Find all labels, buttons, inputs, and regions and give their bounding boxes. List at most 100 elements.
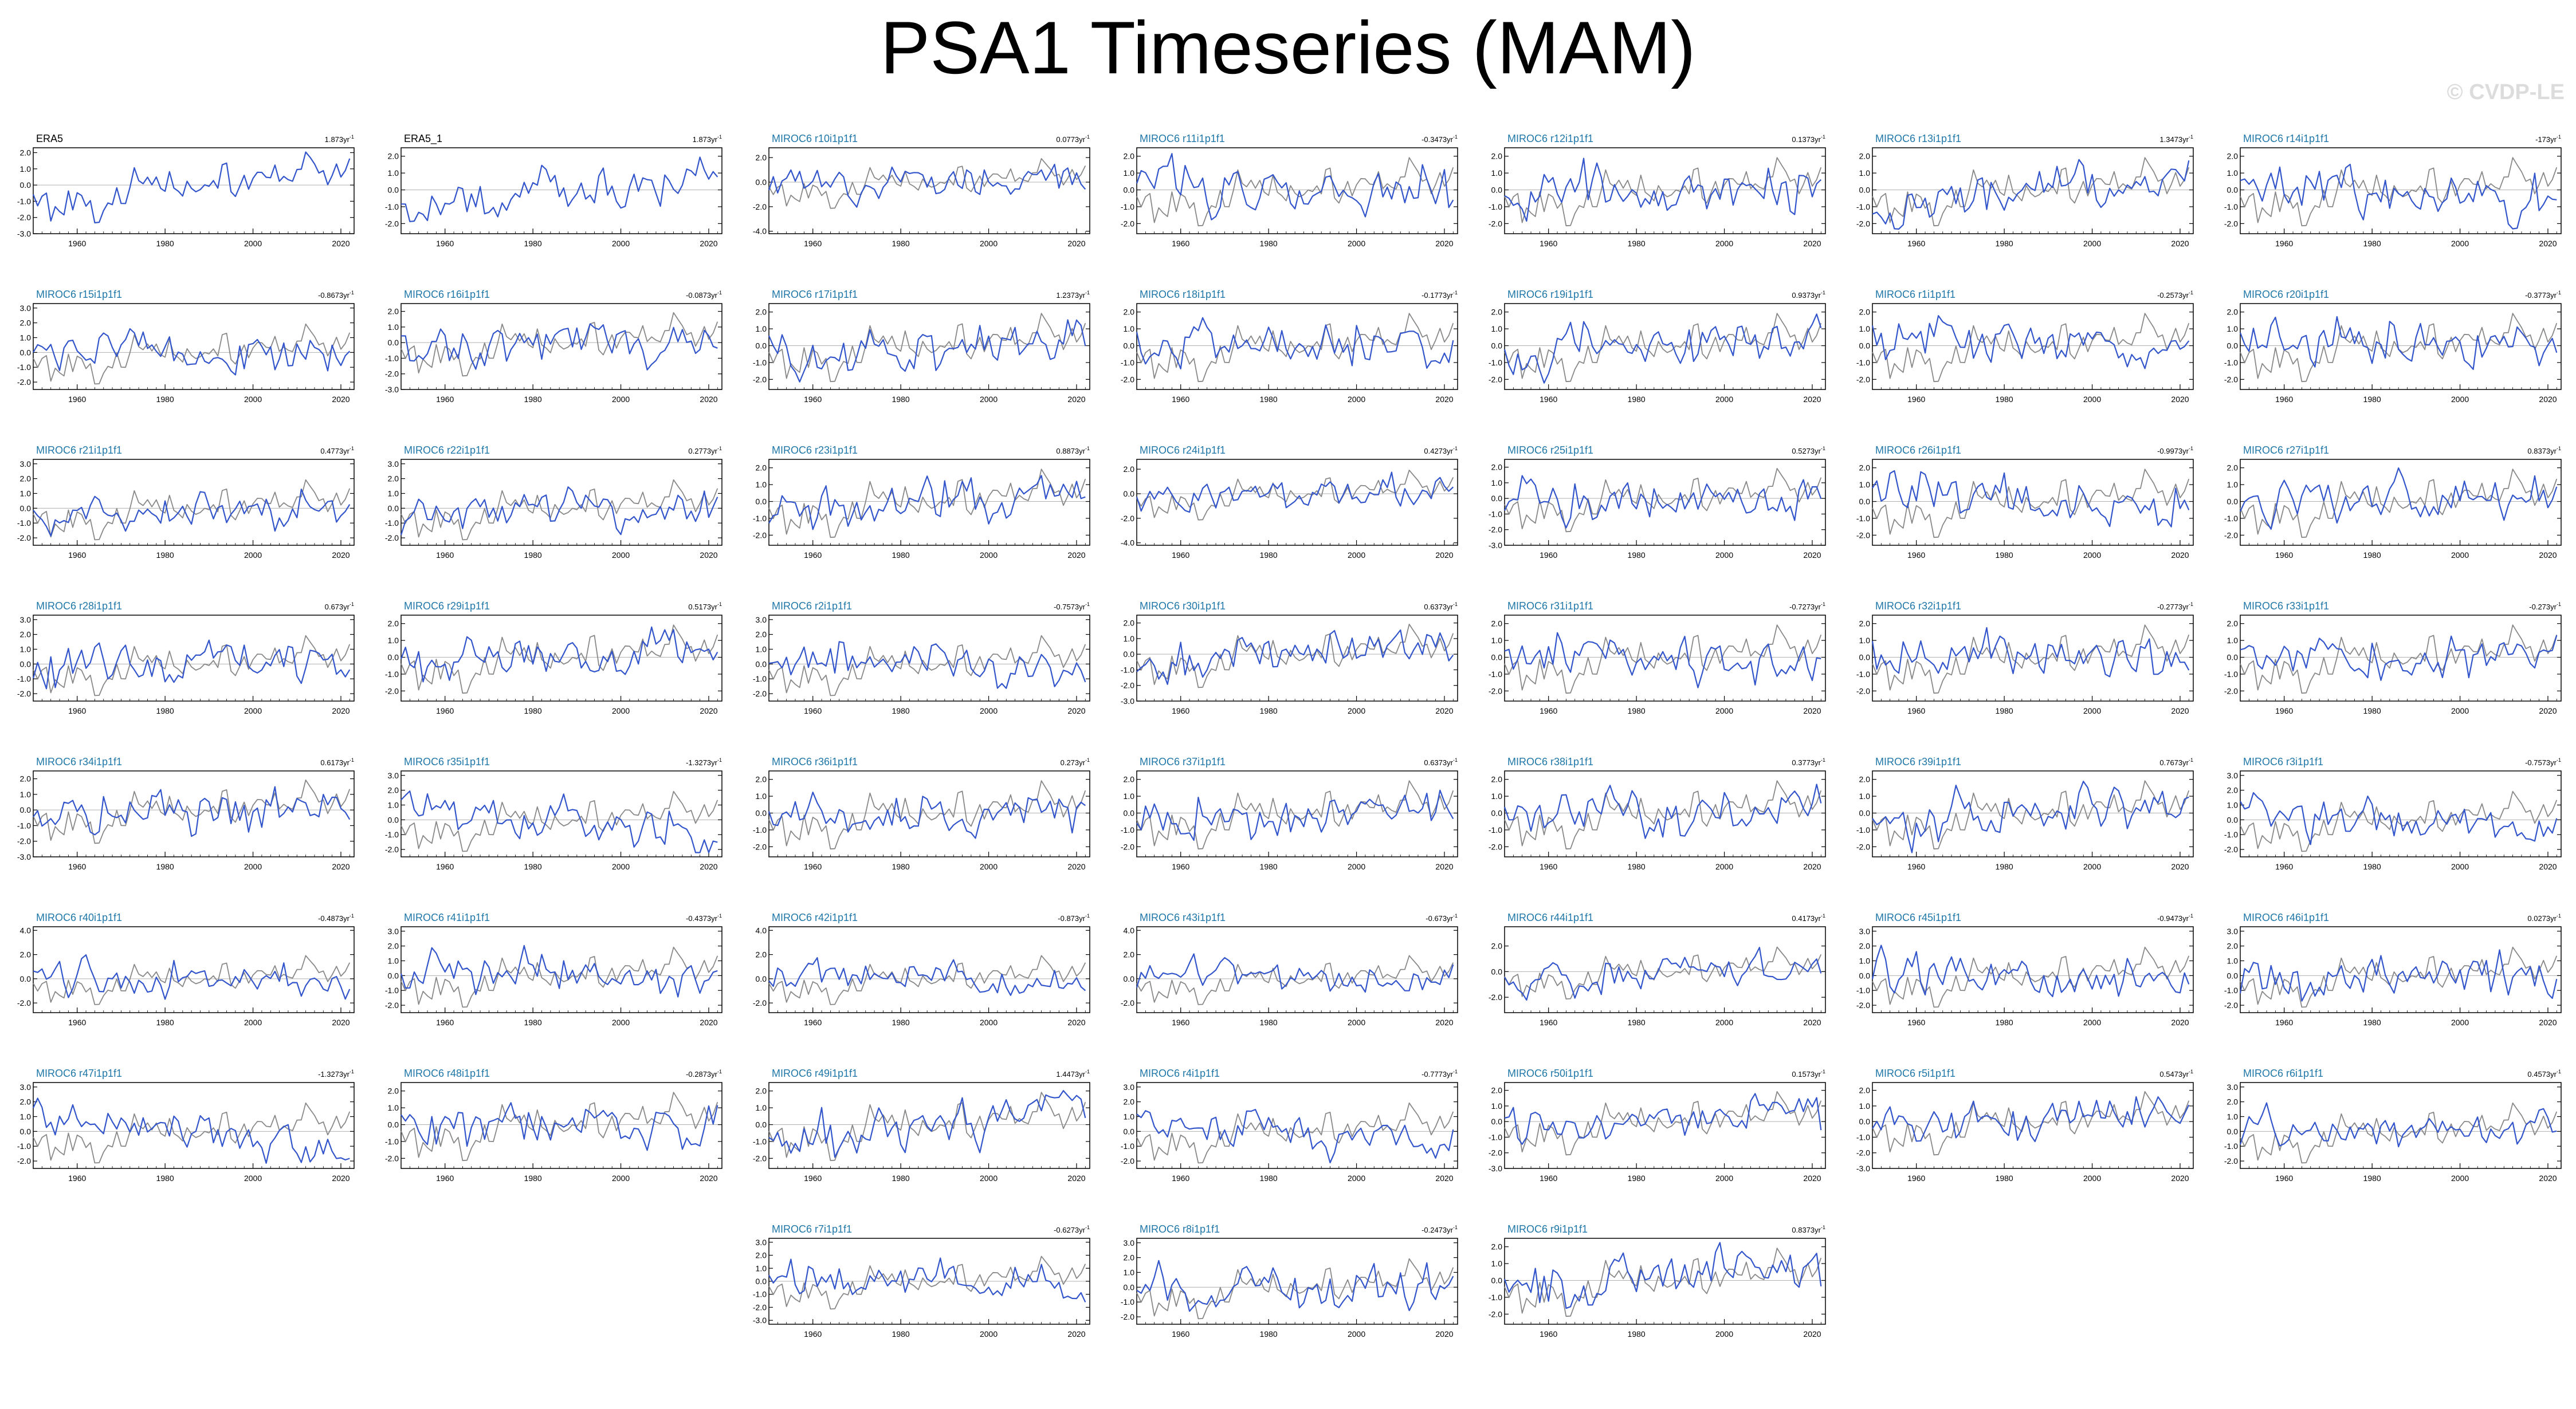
x-tick-label: 2020 xyxy=(332,1174,350,1183)
y-tick-label: 1.0 xyxy=(1859,792,1871,801)
obs-reference-line xyxy=(1136,1102,1454,1164)
y-tick-label: 3.0 xyxy=(388,771,399,780)
x-tick-label: 2020 xyxy=(700,239,717,248)
trend-exponent: -1 xyxy=(717,446,722,451)
trend-exponent: -1 xyxy=(1085,1225,1090,1230)
trend-exponent: -1 xyxy=(1085,446,1090,451)
trend-exponent: -1 xyxy=(717,134,722,140)
y-tick-label: -2.0 xyxy=(753,1302,767,1312)
x-tick-label: 2000 xyxy=(612,239,630,248)
y-tick-label: -2.0 xyxy=(1121,1312,1134,1321)
y-tick-label: -3.0 xyxy=(753,1316,767,1325)
y-tick-label: 0.0 xyxy=(756,974,767,983)
model-series-line xyxy=(400,323,718,371)
panel-title: MIROC6 r17i1p1f1 xyxy=(772,289,858,300)
obs-reference-line xyxy=(768,955,1086,1005)
trend-exponent: -1 xyxy=(1453,290,1458,296)
x-tick-label: 1960 xyxy=(436,239,454,248)
y-tick-label: 1.0 xyxy=(756,1103,767,1112)
plot-frame xyxy=(1504,459,1826,546)
y-tick-label: 2.0 xyxy=(1859,942,1871,951)
trend-label: -0.0873yr-1 xyxy=(686,290,722,300)
trend-exponent: -1 xyxy=(350,757,354,763)
panel-title: MIROC6 r23i1p1f1 xyxy=(772,444,858,456)
y-tick-label: -1.0 xyxy=(1121,1297,1134,1306)
panel-title: MIROC6 r42i1p1f1 xyxy=(772,912,858,923)
y-tick-label: -1.0 xyxy=(1121,825,1134,835)
y-tick-label: -2.0 xyxy=(1489,219,1502,228)
trend-label: -0.7573yr-1 xyxy=(2525,757,2561,767)
obs-reference-line xyxy=(1136,624,1454,688)
model-series-line xyxy=(400,486,718,536)
model-series-line xyxy=(1136,317,1454,370)
y-tick-label: -1.0 xyxy=(1856,202,1870,211)
y-tick-label: 0.0 xyxy=(2227,815,2239,824)
x-tick-label: 2020 xyxy=(1435,706,1453,715)
x-tick-label: 2000 xyxy=(2451,395,2469,404)
chart-panel: MIROC6 r8i1p1f1 -0.2473yr-1 3.0 2.0 1.0 0.0 -1… xyxy=(1121,1223,1458,1339)
y-tick-label: -1.0 xyxy=(2224,670,2238,679)
plot-frame xyxy=(33,147,355,234)
x-tick-label: 1960 xyxy=(68,1018,86,1027)
chart-panel: MIROC6 r46i1p1f1 0.0273yr-1 3.0 2.0 1.0 0.0 -1… xyxy=(2224,912,2562,1027)
x-tick-label: 2000 xyxy=(1348,239,1365,248)
trend-label: -0.9473yr-1 xyxy=(2157,913,2193,923)
y-tick-label: 0.0 xyxy=(388,971,399,980)
y-tick-label: 0.0 xyxy=(20,659,32,668)
plot-frame xyxy=(33,926,355,1013)
trend-label: 0.5273yr-1 xyxy=(1792,446,1825,455)
panel-title: MIROC6 r34i1p1f1 xyxy=(36,756,122,768)
y-tick-label: -1.0 xyxy=(1121,1142,1134,1151)
panel-title: MIROC6 r4i1p1f1 xyxy=(1140,1068,1220,1079)
y-tick-label: 0.0 xyxy=(1859,809,1871,818)
obs-reference-line xyxy=(2240,624,2558,694)
y-tick-label: 0.0 xyxy=(20,974,32,983)
model-series-line xyxy=(1136,789,1454,841)
x-tick-label: 1980 xyxy=(1996,239,2013,248)
y-tick-label: -2.0 xyxy=(17,689,31,698)
y-tick-label: 0.0 xyxy=(1859,341,1871,351)
obs-reference-line xyxy=(1872,1091,2190,1156)
x-tick-label: 1980 xyxy=(2363,239,2381,248)
y-tick-label: 0.0 xyxy=(20,503,32,513)
model-series-line xyxy=(1136,153,1454,221)
obs-reference-line xyxy=(768,1255,1086,1310)
trend-exponent: -1 xyxy=(2557,757,2561,763)
obs-reference-line xyxy=(1136,780,1454,850)
model-series-line xyxy=(1136,953,1454,993)
y-tick-label: -1.0 xyxy=(385,353,399,363)
x-tick-label: 2000 xyxy=(1348,395,1365,404)
trend-label: -0.7773yr-1 xyxy=(1421,1069,1458,1079)
x-tick-label: 2020 xyxy=(1803,706,1821,715)
x-tick-label: 1980 xyxy=(1628,395,1646,404)
y-tick-label: 0.0 xyxy=(1859,971,1871,980)
model-series-line xyxy=(1871,627,2190,678)
panel-title: ERA5 xyxy=(36,133,63,144)
panel-title: MIROC6 r15i1p1f1 xyxy=(36,289,122,300)
x-tick-label: 1960 xyxy=(1907,239,1925,248)
trend-exponent: -1 xyxy=(2557,601,2561,607)
trend-exponent: -1 xyxy=(2189,446,2193,451)
x-tick-label: 1980 xyxy=(892,706,910,715)
y-tick-label: 1.0 xyxy=(1491,324,1503,333)
x-tick-label: 2000 xyxy=(1715,1329,1733,1339)
y-tick-label: -1.0 xyxy=(1856,1132,1870,1142)
x-tick-label: 1960 xyxy=(1907,550,1925,560)
model-series-line xyxy=(400,790,718,853)
panel-title: MIROC6 r27i1p1f1 xyxy=(2243,444,2329,456)
y-tick-label: -2.0 xyxy=(753,998,767,1007)
y-tick-label: 1.0 xyxy=(1859,168,1871,178)
x-tick-label: 2020 xyxy=(700,395,717,404)
y-tick-label: 4.0 xyxy=(20,926,32,935)
y-tick-label: 2.0 xyxy=(1491,942,1503,951)
y-tick-label: -2.0 xyxy=(753,842,767,851)
y-tick-label: -2.0 xyxy=(1856,1001,1870,1010)
chart-panel: MIROC6 r13i1p1f1 1.3473yr-1 2.0 1.0 0.0 -1.0 -… xyxy=(1856,133,2194,248)
x-tick-label: 2020 xyxy=(1067,550,1085,560)
trend-exponent: -1 xyxy=(717,601,722,607)
y-tick-label: 3.0 xyxy=(756,1238,767,1247)
trend-exponent: -1 xyxy=(1453,446,1458,451)
plot-frame xyxy=(33,615,355,702)
y-tick-label: 2.0 xyxy=(388,152,399,161)
y-tick-label: 0.0 xyxy=(388,815,399,824)
